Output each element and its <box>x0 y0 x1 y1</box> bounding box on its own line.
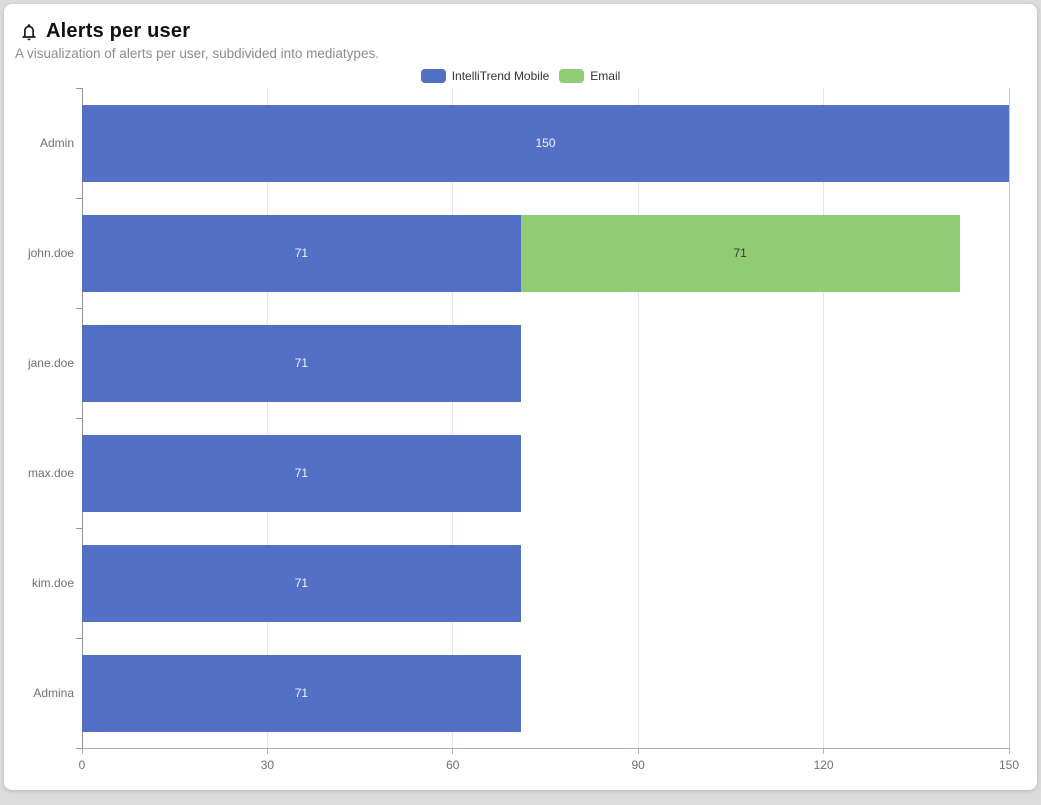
category-label-john-doe: john.doe <box>27 246 74 260</box>
category-label-max-doe: max.doe <box>27 466 74 480</box>
bar-john-doe-intellitrend-mobile[interactable]: 71 <box>82 214 521 292</box>
y-axis-tick <box>76 748 82 749</box>
grid-line-150 <box>1008 88 1010 748</box>
bar-value-label: 71 <box>294 466 309 480</box>
bar-value-label: 71 <box>294 576 309 590</box>
bar-kim-doe-intellitrend-mobile[interactable]: 71 <box>82 544 521 622</box>
category-label-admin: Admin <box>39 136 74 150</box>
bar-admina-intellitrend-mobile[interactable]: 71 <box>82 654 521 732</box>
grid-line-90 <box>637 88 639 748</box>
legend-swatch <box>559 69 585 83</box>
chart-legend: IntelliTrend Mobile Email <box>4 68 1037 84</box>
x-tick-label-120: 120 <box>813 758 834 772</box>
category-label-admina: Admina <box>33 686 74 700</box>
x-tick-label-150: 150 <box>998 758 1020 772</box>
y-axis-tick <box>76 198 82 199</box>
plot-area: 0 30 60 90 120 150 Admin 150 john.doe 71 71 jane.do… <box>28 88 1019 772</box>
page-title: Alerts per user <box>46 20 191 42</box>
legend-item-1[interactable]: Email <box>559 69 620 83</box>
bar-admin-intellitrend-mobile[interactable]: 150 <box>82 104 1009 182</box>
bar-value-label: 71 <box>294 356 309 370</box>
category-label-jane-doe: jane.doe <box>27 356 74 370</box>
y-axis-tick <box>76 638 82 639</box>
grid-line-30 <box>266 88 268 748</box>
x-axis-tick <box>823 749 825 754</box>
x-tick-label-30: 30 <box>260 758 275 772</box>
widget-header: Alerts per user <box>19 20 190 43</box>
bar-john-doe-email[interactable]: 71 <box>520 214 960 292</box>
x-axis-line <box>82 748 1010 749</box>
alerts-widget-card: Alerts per user A visualization of alert… <box>4 4 1037 790</box>
y-axis-line <box>82 88 83 748</box>
bar-value-label: 71 <box>294 686 309 700</box>
y-axis-tick <box>76 88 82 89</box>
legend-swatch <box>420 69 446 83</box>
x-axis-tick <box>1008 749 1010 754</box>
y-axis-tick <box>76 528 82 529</box>
x-axis-tick <box>452 749 454 754</box>
bar-max-doe-intellitrend-mobile[interactable]: 71 <box>82 434 521 512</box>
legend-item-0[interactable]: IntelliTrend Mobile <box>420 69 550 83</box>
legend-label: Email <box>590 69 621 83</box>
x-axis-tick <box>266 749 268 754</box>
bar-value-label: 71 <box>294 246 309 260</box>
x-axis-tick <box>81 749 83 754</box>
bar-value-label: 71 <box>733 246 747 260</box>
bar-jane-doe-intellitrend-mobile[interactable]: 71 <box>82 324 521 402</box>
category-label-kim-doe: kim.doe <box>31 576 74 590</box>
bell-icon <box>19 21 39 43</box>
grid-line-60 <box>452 88 454 748</box>
y-axis-tick <box>76 418 82 419</box>
bar-value-label: 150 <box>535 136 556 150</box>
x-tick-label-0: 0 <box>78 758 86 772</box>
chart-subtitle: A visualization of alerts per user, subd… <box>15 46 379 61</box>
legend-label: IntelliTrend Mobile <box>451 69 550 83</box>
x-tick-label-90: 90 <box>631 758 645 772</box>
grid-line-120 <box>823 88 825 748</box>
y-axis-tick <box>76 308 82 309</box>
x-axis-tick <box>637 749 639 754</box>
x-tick-label-60: 60 <box>446 758 460 772</box>
